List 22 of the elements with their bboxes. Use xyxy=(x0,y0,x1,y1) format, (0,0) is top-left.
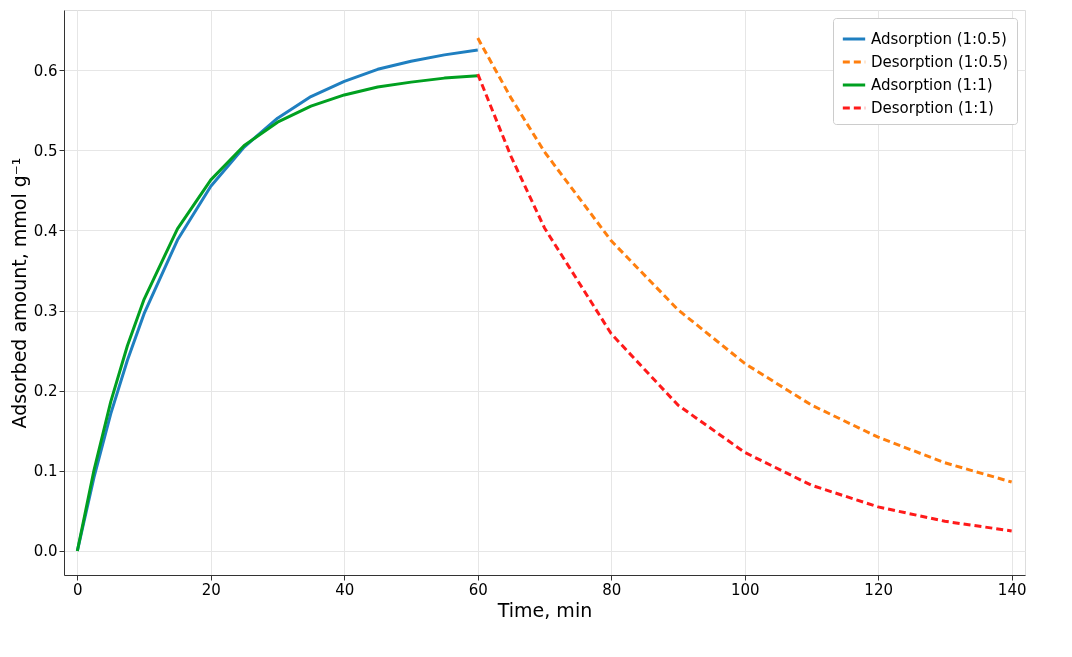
x-tick-label: 60 xyxy=(468,580,488,599)
x-tick-label: 0 xyxy=(73,580,83,599)
x-tick-label: 140 xyxy=(997,580,1027,599)
y-tick-label: 0.1 xyxy=(33,462,58,481)
y-tick-label: 0.6 xyxy=(33,61,58,80)
x-tick-label: 120 xyxy=(864,580,893,599)
x-tick-label: 40 xyxy=(335,580,355,599)
legend-label: Adsorption (1:1) xyxy=(871,76,993,94)
y-axis-title: Adsorbed amount, mmol g⁻¹ xyxy=(7,157,30,429)
legend-label: Desorption (1:0.5) xyxy=(871,53,1009,71)
x-axis-title: Time, min xyxy=(496,598,593,621)
x-tick-label: 20 xyxy=(201,580,221,599)
y-tick-label: 0.4 xyxy=(33,221,58,240)
y-tick-label: 0.5 xyxy=(33,141,58,160)
legend-label: Desorption (1:1) xyxy=(871,99,994,117)
legend-label: Adsorption (1:0.5) xyxy=(871,30,1007,48)
y-tick-label: 0.2 xyxy=(33,382,58,401)
y-tick-label: 0.3 xyxy=(33,302,58,321)
line-series xyxy=(476,72,1014,533)
x-tick-label: 100 xyxy=(730,580,760,599)
y-tick-label: 0.0 xyxy=(33,542,58,561)
x-tick-label: 80 xyxy=(602,580,622,599)
